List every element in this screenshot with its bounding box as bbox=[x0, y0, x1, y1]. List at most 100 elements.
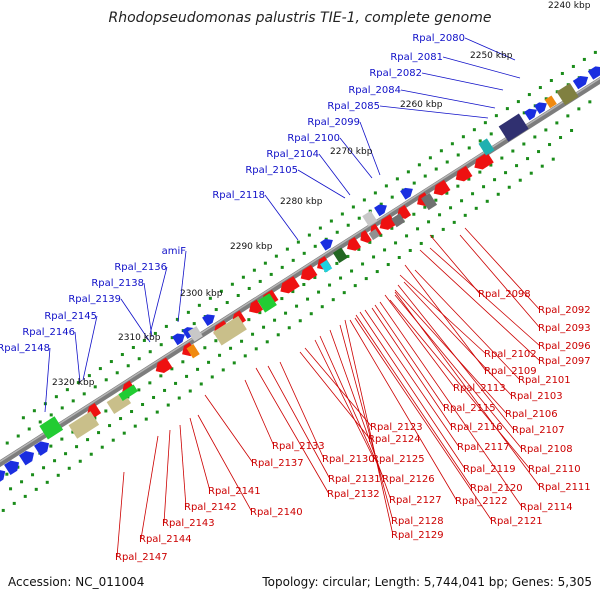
track-tick bbox=[313, 244, 317, 248]
track-tick bbox=[320, 305, 324, 309]
track-tick bbox=[32, 409, 36, 413]
scale-label: 2300 kbp bbox=[180, 289, 223, 299]
track-tick bbox=[137, 357, 141, 361]
gene-label: Rpal_2118 bbox=[212, 190, 265, 201]
track-tick bbox=[329, 219, 333, 223]
track-tick bbox=[225, 301, 229, 305]
track-tick bbox=[54, 395, 58, 399]
gene-label: Rpal_2141 bbox=[208, 486, 261, 497]
leader-line bbox=[419, 249, 541, 362]
track-tick bbox=[210, 375, 214, 379]
track-tick bbox=[331, 298, 335, 302]
track-tick bbox=[471, 192, 475, 196]
gene-label: Rpal_2139 bbox=[68, 294, 121, 305]
track-tick bbox=[130, 410, 134, 414]
track-tick bbox=[82, 392, 86, 396]
track-tick bbox=[265, 340, 269, 344]
track-tick bbox=[174, 381, 178, 385]
track-tick bbox=[346, 223, 350, 227]
scale-label: 2250 kbp bbox=[470, 51, 513, 61]
scale-label: 2270 kbp bbox=[330, 147, 373, 157]
track-tick bbox=[291, 258, 295, 262]
leader-line bbox=[318, 153, 351, 196]
misc-feature bbox=[320, 259, 333, 273]
leader-line bbox=[177, 250, 187, 323]
track-tick bbox=[207, 360, 211, 364]
track-tick bbox=[108, 424, 112, 428]
reverse-gene-arrow bbox=[347, 236, 362, 251]
track-tick bbox=[372, 255, 376, 259]
track-tick bbox=[276, 333, 280, 337]
gene-label: Rpal_2117 bbox=[457, 442, 510, 453]
track-tick bbox=[218, 353, 222, 357]
track-tick bbox=[27, 427, 31, 431]
gene-label: Rpal_2116 bbox=[450, 422, 503, 433]
gene-features bbox=[0, 66, 600, 486]
track-tick bbox=[450, 142, 454, 146]
misc-feature bbox=[257, 293, 277, 313]
leader-line bbox=[297, 169, 346, 199]
gene-label: Rpal_2084 bbox=[348, 85, 401, 96]
track-tick bbox=[163, 388, 167, 392]
track-tick bbox=[166, 403, 170, 407]
track-tick bbox=[49, 413, 53, 417]
track-tick bbox=[582, 57, 586, 61]
track-tick bbox=[390, 226, 394, 230]
leader-line bbox=[329, 329, 392, 501]
leader-line bbox=[394, 291, 541, 488]
track-tick bbox=[306, 297, 310, 301]
track-tick bbox=[34, 487, 38, 491]
track-tick bbox=[593, 50, 597, 54]
track-tick bbox=[1, 508, 5, 512]
misc-feature bbox=[478, 138, 495, 156]
gene-label: Rpal_2140 bbox=[250, 507, 303, 518]
track-tick bbox=[252, 268, 256, 272]
gene-label: Rpal_2120 bbox=[470, 483, 523, 494]
leader-line bbox=[414, 269, 521, 381]
track-tick bbox=[263, 261, 267, 265]
gene-label: Rpal_2106 bbox=[505, 409, 558, 420]
track-tick bbox=[93, 385, 97, 389]
track-tick bbox=[56, 473, 60, 477]
track-tick bbox=[423, 205, 427, 209]
track-tick bbox=[449, 206, 453, 210]
gene-label: Rpal_2098 bbox=[478, 289, 531, 300]
track-tick bbox=[120, 353, 124, 357]
track-tick bbox=[351, 205, 355, 209]
track-tick bbox=[111, 438, 115, 442]
track-tick bbox=[417, 163, 421, 167]
track-tick bbox=[438, 213, 442, 217]
track-tick bbox=[284, 311, 288, 315]
gene-label: Rpal_2104 bbox=[266, 149, 319, 160]
gene-label: Rpal_2146 bbox=[22, 327, 75, 338]
track-tick bbox=[445, 191, 449, 195]
forward-gene-arrow bbox=[172, 333, 185, 346]
track-tick bbox=[291, 290, 295, 294]
track-tick bbox=[87, 374, 91, 378]
scale-label: 2280 kbp bbox=[280, 197, 323, 207]
reverse-gene-arrow bbox=[474, 152, 494, 170]
leader-line bbox=[379, 105, 489, 119]
gene-label: Rpal_2113 bbox=[453, 383, 506, 394]
track-tick bbox=[335, 261, 339, 265]
track-tick bbox=[221, 368, 225, 372]
gene-label: Rpal_2145 bbox=[44, 311, 97, 322]
track-tick bbox=[144, 417, 148, 421]
track-tick bbox=[434, 167, 438, 171]
track-tick bbox=[540, 164, 544, 168]
track-tick bbox=[203, 346, 207, 350]
leader-line bbox=[429, 234, 481, 295]
rna-feature bbox=[212, 315, 247, 346]
track-tick bbox=[258, 279, 262, 283]
gene-label: Rpal_2144 bbox=[139, 534, 192, 545]
gene-label: Rpal_2103 bbox=[510, 391, 563, 402]
track-tick bbox=[155, 410, 159, 414]
gene-label: Rpal_2085 bbox=[327, 101, 380, 112]
leader-line bbox=[359, 121, 381, 176]
leader-line bbox=[314, 339, 375, 460]
leader-line bbox=[359, 311, 466, 470]
gene-label: Rpal_2138 bbox=[91, 278, 144, 289]
track-tick bbox=[489, 163, 493, 167]
gene-label: Rpal_2092 bbox=[538, 305, 591, 316]
leader-line bbox=[394, 289, 508, 415]
